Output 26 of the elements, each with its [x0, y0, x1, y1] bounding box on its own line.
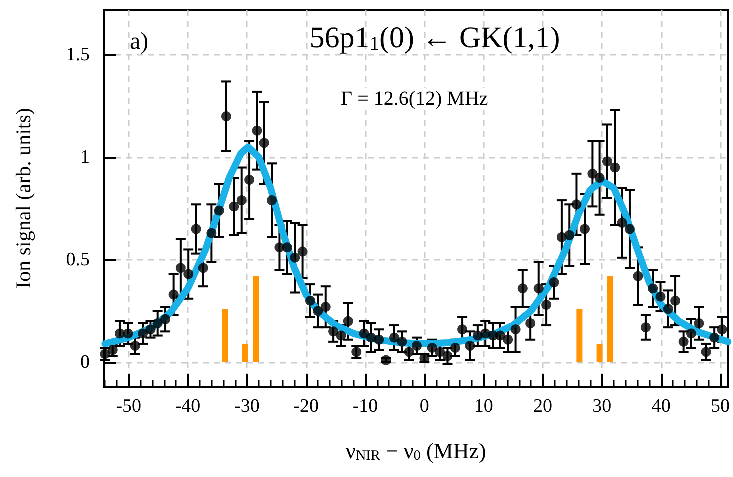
x-tick-label: 10 — [474, 396, 494, 417]
x-tick-label: -30 — [234, 396, 260, 417]
x-tick-label: 20 — [534, 396, 553, 417]
bar — [253, 276, 260, 362]
x-tick-label: 0 — [420, 396, 430, 417]
x-tick-label: 30 — [592, 396, 612, 417]
y-tick-label: 1 — [80, 147, 90, 168]
annotation: a) — [130, 29, 149, 55]
x-tick-label: -50 — [116, 396, 142, 417]
x-tick-label: -40 — [175, 396, 201, 417]
y-axis-title: Ion signal (arb. units) — [12, 108, 36, 289]
x-tick-label: -20 — [294, 396, 320, 417]
x-tick-label: -10 — [352, 396, 378, 417]
y-tick-label: 0 — [80, 352, 90, 373]
bar — [242, 344, 248, 362]
bar — [222, 309, 228, 362]
x-tick-label: 40 — [652, 396, 671, 417]
bar — [607, 276, 614, 362]
chart-title: 56p11(0) ← GK(1,1) — [310, 21, 560, 55]
bar — [576, 309, 583, 362]
x-axis-title: νNIR − ν0 (MHz) — [346, 438, 486, 464]
y-tick-label: 0.5 — [66, 249, 90, 270]
x-tick-label: 50 — [711, 396, 730, 417]
bar — [596, 344, 603, 362]
y-tick-label: 1.5 — [66, 44, 90, 66]
annotation: Γ = 12.6(12) MHz — [341, 88, 488, 110]
